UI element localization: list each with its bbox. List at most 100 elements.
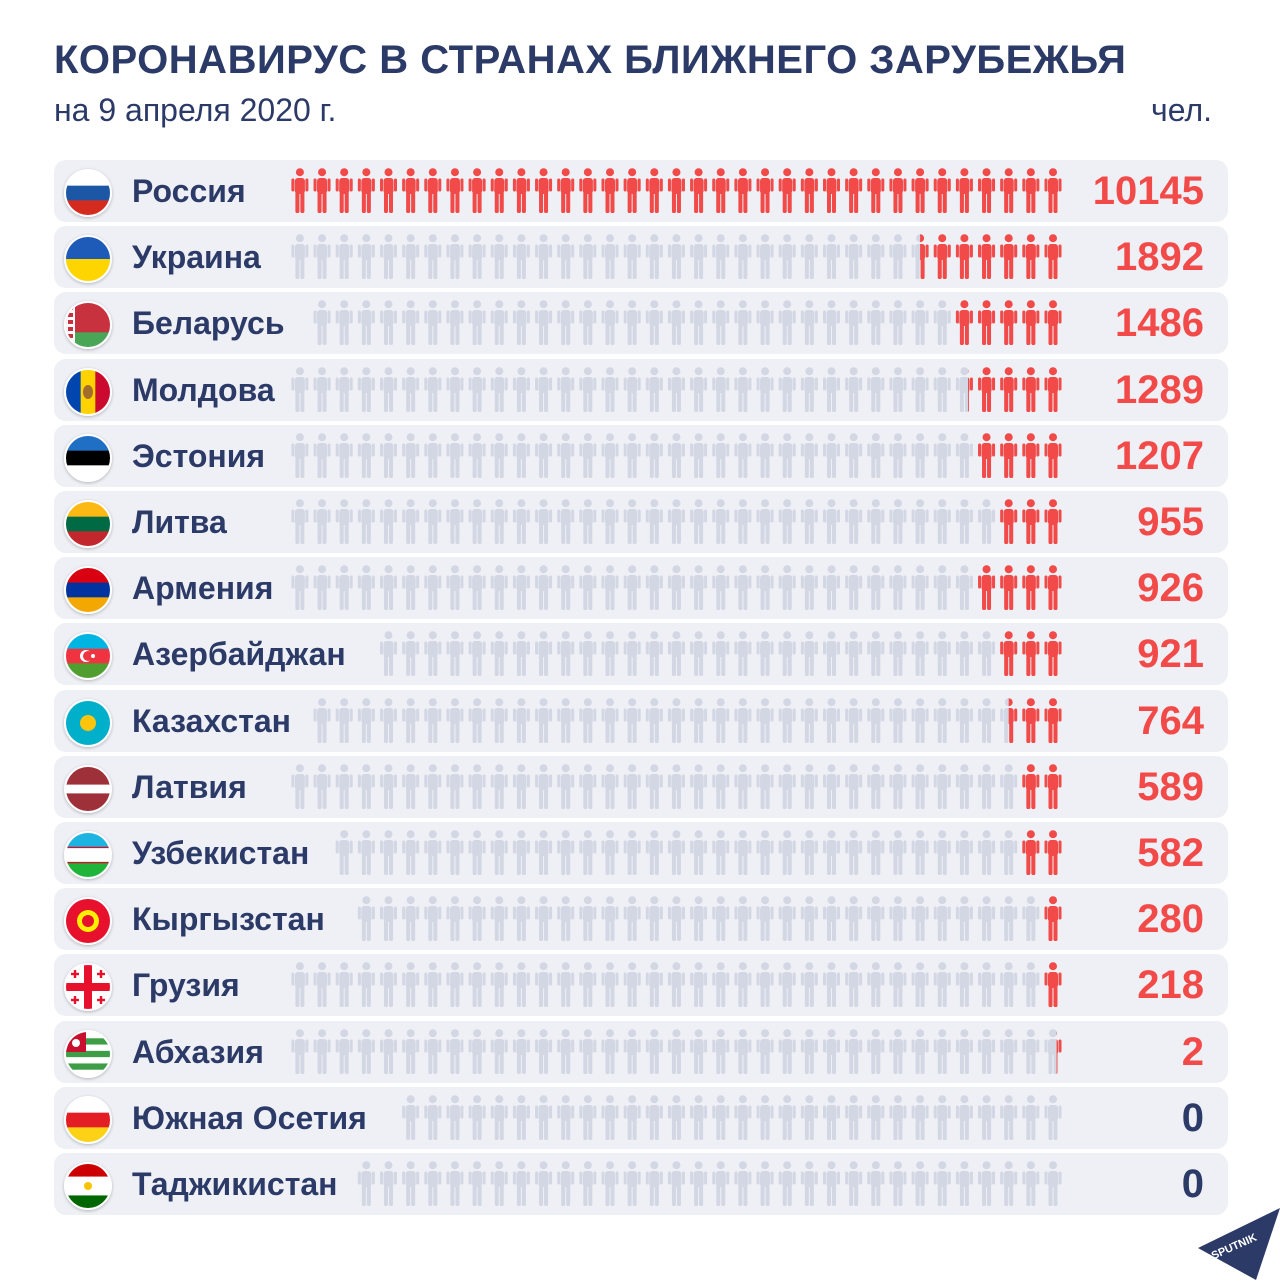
- person-icon: [800, 1161, 818, 1206]
- person-icon: [645, 1161, 663, 1206]
- person-icon: [446, 697, 464, 743]
- person-icon: [1000, 1161, 1018, 1206]
- person-icon: [623, 962, 641, 1008]
- person-icon: [535, 763, 553, 809]
- person-icon: [778, 631, 796, 677]
- person-icon: [579, 366, 597, 412]
- person-icon: [955, 697, 973, 743]
- person-icon: [357, 1028, 375, 1074]
- person-icon: [778, 234, 796, 280]
- person-icon: [734, 631, 752, 677]
- person-icon: [823, 962, 840, 1008]
- person-icon: [690, 1161, 708, 1206]
- person-icon: [490, 300, 508, 346]
- person-icon: [623, 300, 641, 346]
- person-icon: [1000, 499, 1018, 544]
- person-icon: [756, 499, 774, 544]
- person-icon: [424, 168, 442, 213]
- flag-ukraine-icon: [64, 235, 112, 284]
- person-icon: [313, 565, 331, 611]
- person-icon: [313, 432, 331, 478]
- person-icon: [557, 1094, 575, 1140]
- person-icon: [313, 697, 331, 743]
- person-icon: [313, 366, 331, 412]
- person-icon: [645, 1028, 663, 1074]
- person-icon: [911, 830, 929, 875]
- flag-abkhazia-icon: [64, 1029, 112, 1078]
- person-icon: [1044, 830, 1062, 875]
- person-icon: [512, 565, 530, 611]
- person-icon: [535, 366, 553, 412]
- country-name: Литва: [132, 504, 227, 540]
- people-pictogram: [291, 1028, 1062, 1074]
- person-icon: [823, 234, 840, 280]
- person-icon: [313, 168, 331, 213]
- case-count: 1486: [1115, 301, 1204, 346]
- person-icon: [1022, 1028, 1040, 1074]
- person-icon: [335, 234, 353, 280]
- person-icon: [357, 499, 375, 544]
- country-name: Украина: [132, 239, 261, 276]
- person-icon: [490, 962, 508, 1008]
- page-subtitle: на 9 апреля 2020 г.: [54, 92, 337, 128]
- person-icon: [933, 565, 951, 611]
- person-icon: [1044, 763, 1062, 809]
- country-name: Россия: [132, 173, 246, 209]
- country-name: Кыргызстан: [132, 901, 325, 938]
- person-icon: [823, 366, 840, 412]
- table-row: Грузия 218: [54, 954, 1228, 1017]
- person-icon: [933, 1161, 951, 1206]
- person-icon: [955, 830, 973, 875]
- person-icon: [424, 565, 442, 611]
- person-icon: [601, 962, 619, 1008]
- person-icon: [357, 763, 375, 809]
- person-icon: [667, 168, 685, 213]
- person-icon: [402, 697, 420, 743]
- person-icon: [579, 1028, 597, 1074]
- person-icon: [446, 830, 464, 875]
- person-icon: [933, 366, 951, 412]
- person-icon: [402, 565, 420, 611]
- person-icon: [778, 830, 796, 875]
- table-row: Южная Осетия 0: [54, 1086, 1228, 1149]
- person-icon: [535, 1028, 553, 1074]
- person-icon: [667, 499, 685, 544]
- person-icon: [380, 1161, 397, 1206]
- person-icon: [313, 234, 331, 280]
- person-icon: [911, 300, 929, 346]
- person-icon: [778, 1094, 796, 1140]
- person-icon: [291, 234, 309, 280]
- person-icon: [468, 366, 486, 412]
- person-icon: [490, 763, 508, 809]
- person-icon: [823, 830, 840, 875]
- person-icon: [845, 1094, 863, 1140]
- person-icon: [424, 300, 442, 346]
- person-icon: [712, 1161, 730, 1206]
- person-icon: [955, 432, 973, 478]
- person-icon: [490, 234, 508, 280]
- person-icon: [490, 1028, 508, 1074]
- people-pictogram: [402, 1094, 1062, 1140]
- flag-latvia-icon: [64, 764, 112, 813]
- person-icon: [845, 168, 863, 213]
- case-count: 1207: [1115, 433, 1204, 478]
- person-icon: [778, 565, 796, 611]
- table-row: Россия 10145: [54, 160, 1228, 222]
- person-icon: [889, 631, 907, 677]
- person-icon: [933, 432, 951, 478]
- person-icon: [557, 962, 575, 1008]
- person-icon: [734, 962, 752, 1008]
- person-icon: [335, 830, 353, 875]
- person-icon: [690, 896, 708, 942]
- person-icon: [911, 366, 929, 412]
- person-icon: [535, 962, 553, 1008]
- person-icon: [889, 499, 907, 544]
- person-icon: [335, 763, 353, 809]
- person-icon: [557, 763, 575, 809]
- person-icon: [889, 896, 907, 942]
- person-icon: [601, 763, 619, 809]
- person-icon: [978, 631, 996, 677]
- person-icon: [867, 763, 885, 809]
- person-icon: [380, 499, 397, 544]
- person-icon: [402, 366, 420, 412]
